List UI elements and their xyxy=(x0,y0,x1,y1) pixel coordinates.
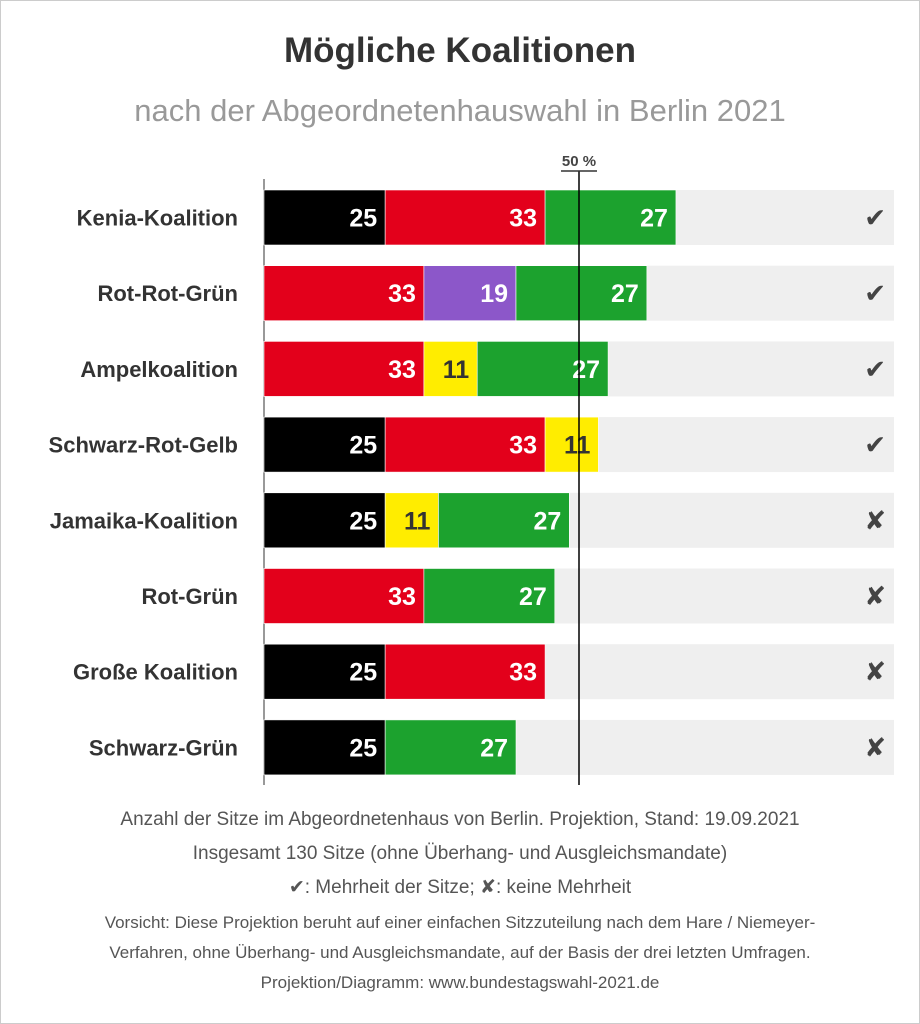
no-majority-cross-icon: ✘ xyxy=(864,732,886,762)
bar-segment-red xyxy=(384,643,546,700)
bar-segment-green xyxy=(384,719,517,776)
value-label: 27 xyxy=(533,507,561,535)
majority-check-icon: ✔ xyxy=(864,430,886,460)
footer-note2: Verfahren, ohne Überhang- und Ausgleichs… xyxy=(109,943,811,962)
bar-segment-green xyxy=(515,265,648,322)
row-label: Rot-Grün xyxy=(141,584,238,609)
value-label: 25 xyxy=(349,659,377,687)
row-label: Schwarz-Rot-Gelb xyxy=(49,433,238,458)
value-label: 33 xyxy=(388,356,416,384)
no-majority-cross-icon: ✘ xyxy=(864,657,886,687)
majority-check-icon: ✔ xyxy=(864,203,886,233)
row-label: Große Koalition xyxy=(73,660,238,685)
value-label: 33 xyxy=(509,659,537,687)
value-label: 19 xyxy=(480,280,508,308)
bar-segment-yellow xyxy=(423,341,478,397)
bar-segment-red xyxy=(263,341,425,397)
bar-segment-black xyxy=(263,189,386,246)
chart-title: Mögliche Koalitionen xyxy=(284,31,636,70)
row-label: Schwarz-Grün xyxy=(89,735,238,760)
majority-check-icon: ✔ xyxy=(864,354,886,384)
bar-segment-green xyxy=(544,189,677,246)
row-label: Ampelkoalition xyxy=(80,357,238,382)
value-label: 33 xyxy=(388,583,416,611)
no-majority-cross-icon: ✘ xyxy=(864,505,886,535)
no-majority-cross-icon: ✘ xyxy=(864,581,886,611)
bar-segment-green xyxy=(476,341,609,397)
value-label: 25 xyxy=(349,507,377,535)
value-label: 33 xyxy=(509,432,537,460)
value-label: 25 xyxy=(349,734,377,762)
threshold-label: 50 % xyxy=(562,153,596,170)
value-label: 27 xyxy=(480,734,508,762)
coalition-chart: Kenia-Koalition 25 33 27 ✔ Rot-Rot-Grün 33 19 27… xyxy=(49,153,894,785)
row-label: Kenia-Koalition xyxy=(77,206,238,231)
footer-line2: Insgesamt 130 Sitze (ohne Überhang- und … xyxy=(192,843,728,864)
value-label: 27 xyxy=(572,356,600,384)
value-label: 25 xyxy=(349,205,377,233)
footer-line3: ✔: Mehrheit der Sitze; ✘: keine Mehrheit xyxy=(288,877,632,898)
bar-segment-black xyxy=(263,416,386,473)
bar-segment-black xyxy=(263,719,386,776)
footer-note1: Vorsicht: Diese Projektion beruht auf ei… xyxy=(104,913,816,932)
bar-segment-yellow xyxy=(384,492,439,549)
value-label: 11 xyxy=(564,432,591,460)
bar-segment-purple xyxy=(423,265,517,322)
bar-segment-red xyxy=(384,416,546,473)
bar-segment-red xyxy=(263,568,425,624)
value-label: 27 xyxy=(519,583,547,611)
chart-subtitle: nach der Abgeordnetenhauswahl in Berlin … xyxy=(134,93,786,128)
value-label: 33 xyxy=(388,280,416,308)
value-label: 11 xyxy=(443,356,470,384)
bar-segment-black xyxy=(263,492,386,549)
footer-line1: Anzahl der Sitze im Abgeordnetenhaus von… xyxy=(120,809,800,830)
value-label: 25 xyxy=(349,432,377,460)
bar-segment-red xyxy=(384,189,546,246)
bar-segment-green xyxy=(438,492,570,549)
value-label: 33 xyxy=(509,205,537,233)
value-label: 27 xyxy=(640,205,668,233)
bar-segment-green xyxy=(423,568,556,624)
row-label: Jamaika-Koalition xyxy=(50,508,238,533)
bar-segment-black xyxy=(263,643,386,700)
value-label: 27 xyxy=(611,280,639,308)
footer-note3: Projektion/Diagramm: www.bundestagswahl-… xyxy=(260,973,660,992)
bar-segment-red xyxy=(263,265,425,322)
row-label: Rot-Rot-Grün xyxy=(97,281,238,306)
bar-segment-yellow xyxy=(544,416,599,473)
value-label: 11 xyxy=(404,507,431,535)
majority-check-icon: ✔ xyxy=(864,278,886,308)
